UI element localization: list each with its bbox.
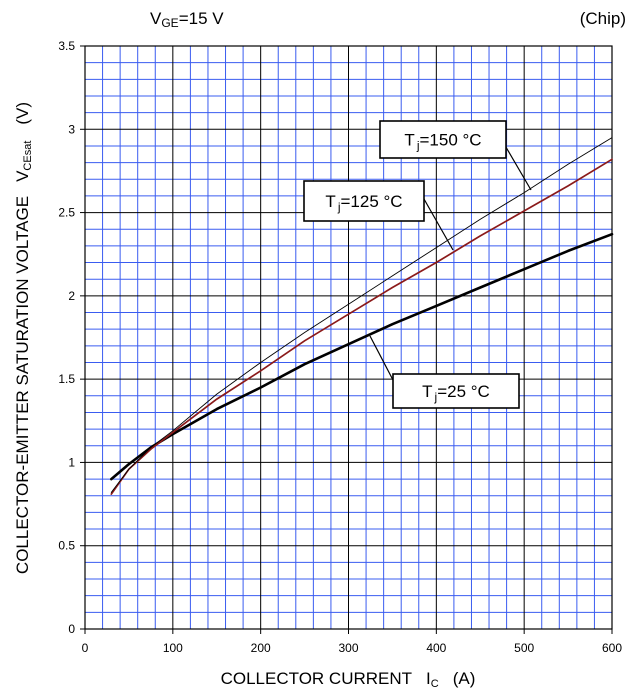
major-gridlines <box>85 46 612 629</box>
y-axis-symbol-sub: CEsat <box>22 141 34 171</box>
y-tick-label: 3 <box>68 122 75 136</box>
y-tick-label: 2.5 <box>58 206 75 220</box>
series-label-main: T <box>325 192 335 211</box>
x-tick-label: 400 <box>426 641 446 655</box>
chip-note: (Chip) <box>580 9 626 28</box>
x-tick-label: 300 <box>338 641 358 655</box>
series-line-1 <box>110 232 614 481</box>
y-axis-title: COLLECTOR-EMITTER SATURATION VOLTAGE <box>13 196 32 574</box>
series-line-2 <box>110 158 613 495</box>
x-axis-title: COLLECTOR CURRENT <box>221 669 412 688</box>
y-axis-label-text: COLLECTOR-EMITTER SATURATION VOLTAGE VCEs… <box>13 102 34 574</box>
x-tick-label: 500 <box>514 641 534 655</box>
y-tick-label: 1 <box>68 455 75 469</box>
condition-label: VGE=15 V <box>150 9 224 30</box>
x-axis-label: COLLECTOR CURRENT IC (A) <box>221 669 476 690</box>
series-label-main: T <box>404 131 414 150</box>
x-tick-label: 600 <box>602 641 622 655</box>
series-label-rest: =25 °C <box>437 382 490 401</box>
y-tick-label: 0.5 <box>58 539 75 553</box>
series-label-rest: =125 °C <box>340 192 402 211</box>
y-tick-label: 2 <box>68 289 75 303</box>
axis-ticks <box>80 45 613 634</box>
series-label-main: T <box>422 382 432 401</box>
series-label-sub: j <box>416 139 420 153</box>
x-axis-symbol: I <box>426 669 431 688</box>
series-line-3 <box>110 137 613 493</box>
x-axis-unit: (A) <box>453 669 476 688</box>
series-label-box-2 <box>303 180 425 222</box>
series-layer <box>110 137 614 495</box>
series-leader-2 <box>423 198 454 251</box>
condition-sub-text: GE <box>161 16 178 30</box>
y-axis-symbol: V <box>13 170 32 182</box>
y-tick-label: 3.5 <box>58 39 75 53</box>
series-leader-1 <box>369 335 394 381</box>
x-tick-label: 100 <box>163 641 183 655</box>
x-axis-symbol-sub: C <box>431 678 439 690</box>
condition-main-text: V <box>150 9 162 28</box>
x-tick-label: 0 <box>82 641 89 655</box>
y-axis-unit: (V) <box>13 102 32 125</box>
x-tick-label: 200 <box>251 641 271 655</box>
series-label-sub: j <box>337 200 341 214</box>
tick-labels: 0 100 200 300 400 500 600 0 0.5 1 1.5 2 2.5 3 3.5 <box>58 39 622 655</box>
condition-rest-text: =15 V <box>179 9 225 28</box>
series-label-rest: =150 °C <box>419 131 481 150</box>
series-label-box-3 <box>379 120 507 159</box>
series-leader-3 <box>502 141 532 191</box>
series-label-sub: j <box>434 390 438 404</box>
y-axis-label: COLLECTOR-EMITTER SATURATION VOLTAGE VCEs… <box>13 102 34 574</box>
y-tick-label: 0 <box>68 622 75 636</box>
y-tick-label: 1.5 <box>58 372 75 386</box>
series-label-box-1 <box>392 373 520 409</box>
